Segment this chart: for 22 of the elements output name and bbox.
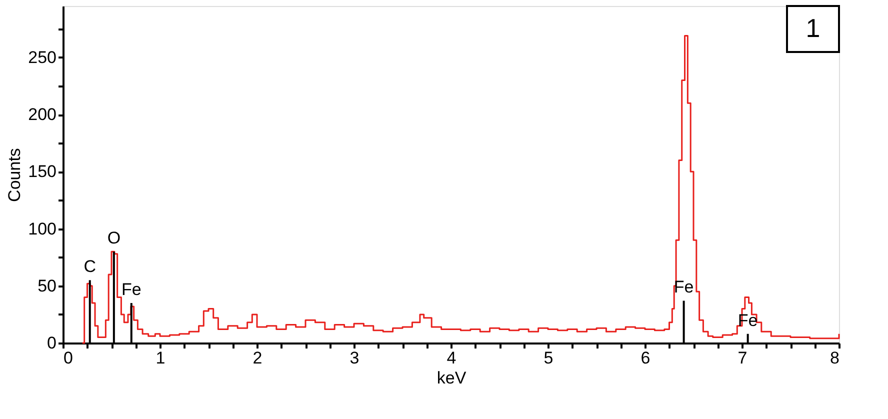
- x-tick-label: 1: [156, 348, 166, 368]
- x-tick-label: 6: [640, 348, 650, 368]
- annotation: O: [107, 228, 121, 248]
- x-tick-label: 8: [830, 348, 840, 368]
- x-tick-label: 0: [64, 348, 73, 368]
- annotation: 1: [806, 13, 820, 43]
- x-tick-label: 7: [738, 348, 748, 368]
- annotation: C: [84, 257, 96, 276]
- y-tick-label: 50: [38, 276, 56, 296]
- annotation: Fe: [674, 278, 694, 297]
- x-tick-label: 5: [544, 348, 554, 368]
- x-tick-label: 2: [252, 348, 262, 368]
- y-axis-title: Counts: [5, 148, 24, 202]
- y-tick-label: 150: [28, 162, 56, 182]
- y-tick-label: 250: [28, 48, 56, 67]
- x-tick-label: 3: [350, 348, 360, 368]
- x-tick-label: 4: [446, 348, 456, 368]
- y-tick-label: 200: [28, 105, 56, 124]
- y-tick-label: 0: [47, 334, 56, 352]
- x-axis-title: keV: [436, 368, 467, 388]
- y-tick-label: 100: [28, 219, 56, 238]
- annotation: Fe: [121, 280, 142, 300]
